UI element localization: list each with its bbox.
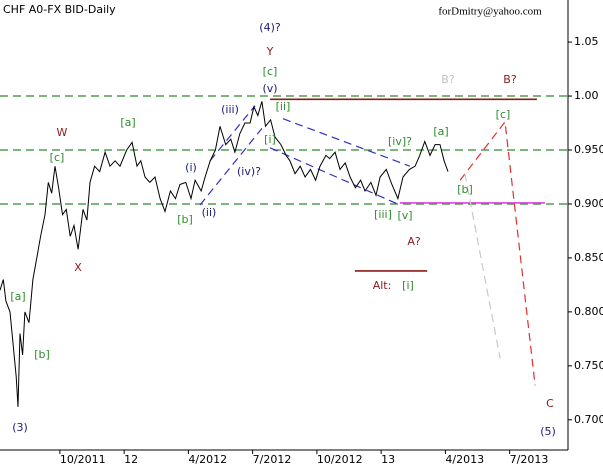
wave-label: (3)	[12, 421, 28, 434]
wave-label: C	[546, 397, 554, 410]
wave-label: [c]	[50, 151, 65, 164]
wave-label: [v]	[397, 209, 412, 222]
wave-label: [a]	[10, 290, 25, 303]
y-tick-label: 0.850	[574, 251, 603, 264]
overlay-line	[199, 128, 263, 206]
x-tick-label: 12	[124, 453, 138, 465]
y-tick-label: 1.05	[574, 35, 599, 48]
overlay-line	[282, 118, 411, 167]
chart-subtitle: forDmitry@yahoo.com	[438, 6, 542, 18]
overlay-line	[464, 173, 501, 359]
wave-label: A?	[407, 235, 421, 248]
wave-label: (5)	[540, 425, 556, 438]
wave-label: Y	[266, 45, 274, 58]
chart-title: CHF A0-FX BID-Daily	[3, 3, 116, 16]
x-tick-label: 10/2011	[60, 453, 106, 465]
wave-label: [iii]	[374, 208, 392, 221]
wave-label: B?	[503, 73, 517, 86]
wave-label: (i)	[185, 161, 197, 174]
x-tick-label: 4/2012	[188, 453, 227, 465]
y-tick-label: 0.700	[574, 413, 603, 426]
wave-label: (ii)	[202, 206, 217, 219]
wave-label: [a]	[433, 125, 448, 138]
price-line	[0, 101, 449, 407]
y-tick-label: 1.00	[574, 89, 599, 102]
wave-label: [b]	[177, 213, 193, 226]
wave-label: [i]	[264, 133, 276, 146]
wave-label: [a]	[120, 116, 135, 129]
x-tick-label: 7/2013	[510, 453, 549, 465]
overlay-line	[459, 120, 536, 386]
y-tick-label: 0.800	[574, 305, 603, 318]
wave-label: (4)?	[259, 21, 281, 34]
wave-label: [i]	[402, 279, 414, 292]
wave-label: [ii]	[276, 100, 291, 113]
x-tick-label: 13	[381, 453, 395, 465]
y-tick-label: 0.950	[574, 143, 603, 156]
wave-label: W	[57, 126, 68, 139]
y-tick-label: 0.900	[574, 197, 603, 210]
wave-label: [iv]?	[388, 135, 412, 148]
x-tick-label: 4/2013	[445, 453, 484, 465]
wave-label: [b]	[34, 348, 50, 361]
wave-label: B?	[441, 73, 455, 86]
overlay-line	[269, 147, 401, 206]
x-tick-label: 7/2012	[253, 453, 292, 465]
y-tick-label: 0.750	[574, 359, 603, 372]
wave-label: [b]	[457, 183, 473, 196]
wave-label: (iii)	[221, 103, 239, 116]
wave-label: X	[74, 261, 82, 274]
wave-label: [c]	[496, 108, 511, 121]
wave-label: [c]	[263, 65, 278, 78]
wave-label: (iv)?	[237, 165, 261, 178]
wave-label: Alt:	[373, 279, 392, 292]
wave-label: (v)	[262, 82, 277, 95]
overlay-line	[209, 105, 256, 162]
x-tick-label: 10/2012	[317, 453, 363, 465]
